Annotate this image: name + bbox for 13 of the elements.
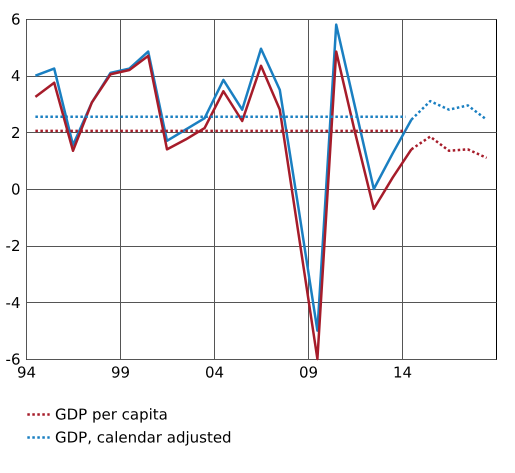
x-tick-label: 09 — [298, 364, 318, 382]
x-tick-label: 04 — [204, 364, 224, 382]
y-tick-label: -4 — [6, 294, 20, 312]
y-tick-label: 2 — [10, 124, 20, 142]
y-tick-label: 4 — [10, 67, 20, 86]
x-tick-label: 94 — [16, 364, 36, 382]
legend-label: GDP per capita — [55, 406, 168, 424]
y-tick-label: 6 — [10, 10, 20, 28]
x-tick-label: 99 — [110, 364, 130, 382]
x-tick-label: 14 — [392, 364, 412, 382]
legend-label: GDP, calendar adjusted — [55, 428, 232, 446]
y-tick-label: -2 — [6, 237, 20, 256]
y-tick-label: 0 — [10, 180, 20, 198]
